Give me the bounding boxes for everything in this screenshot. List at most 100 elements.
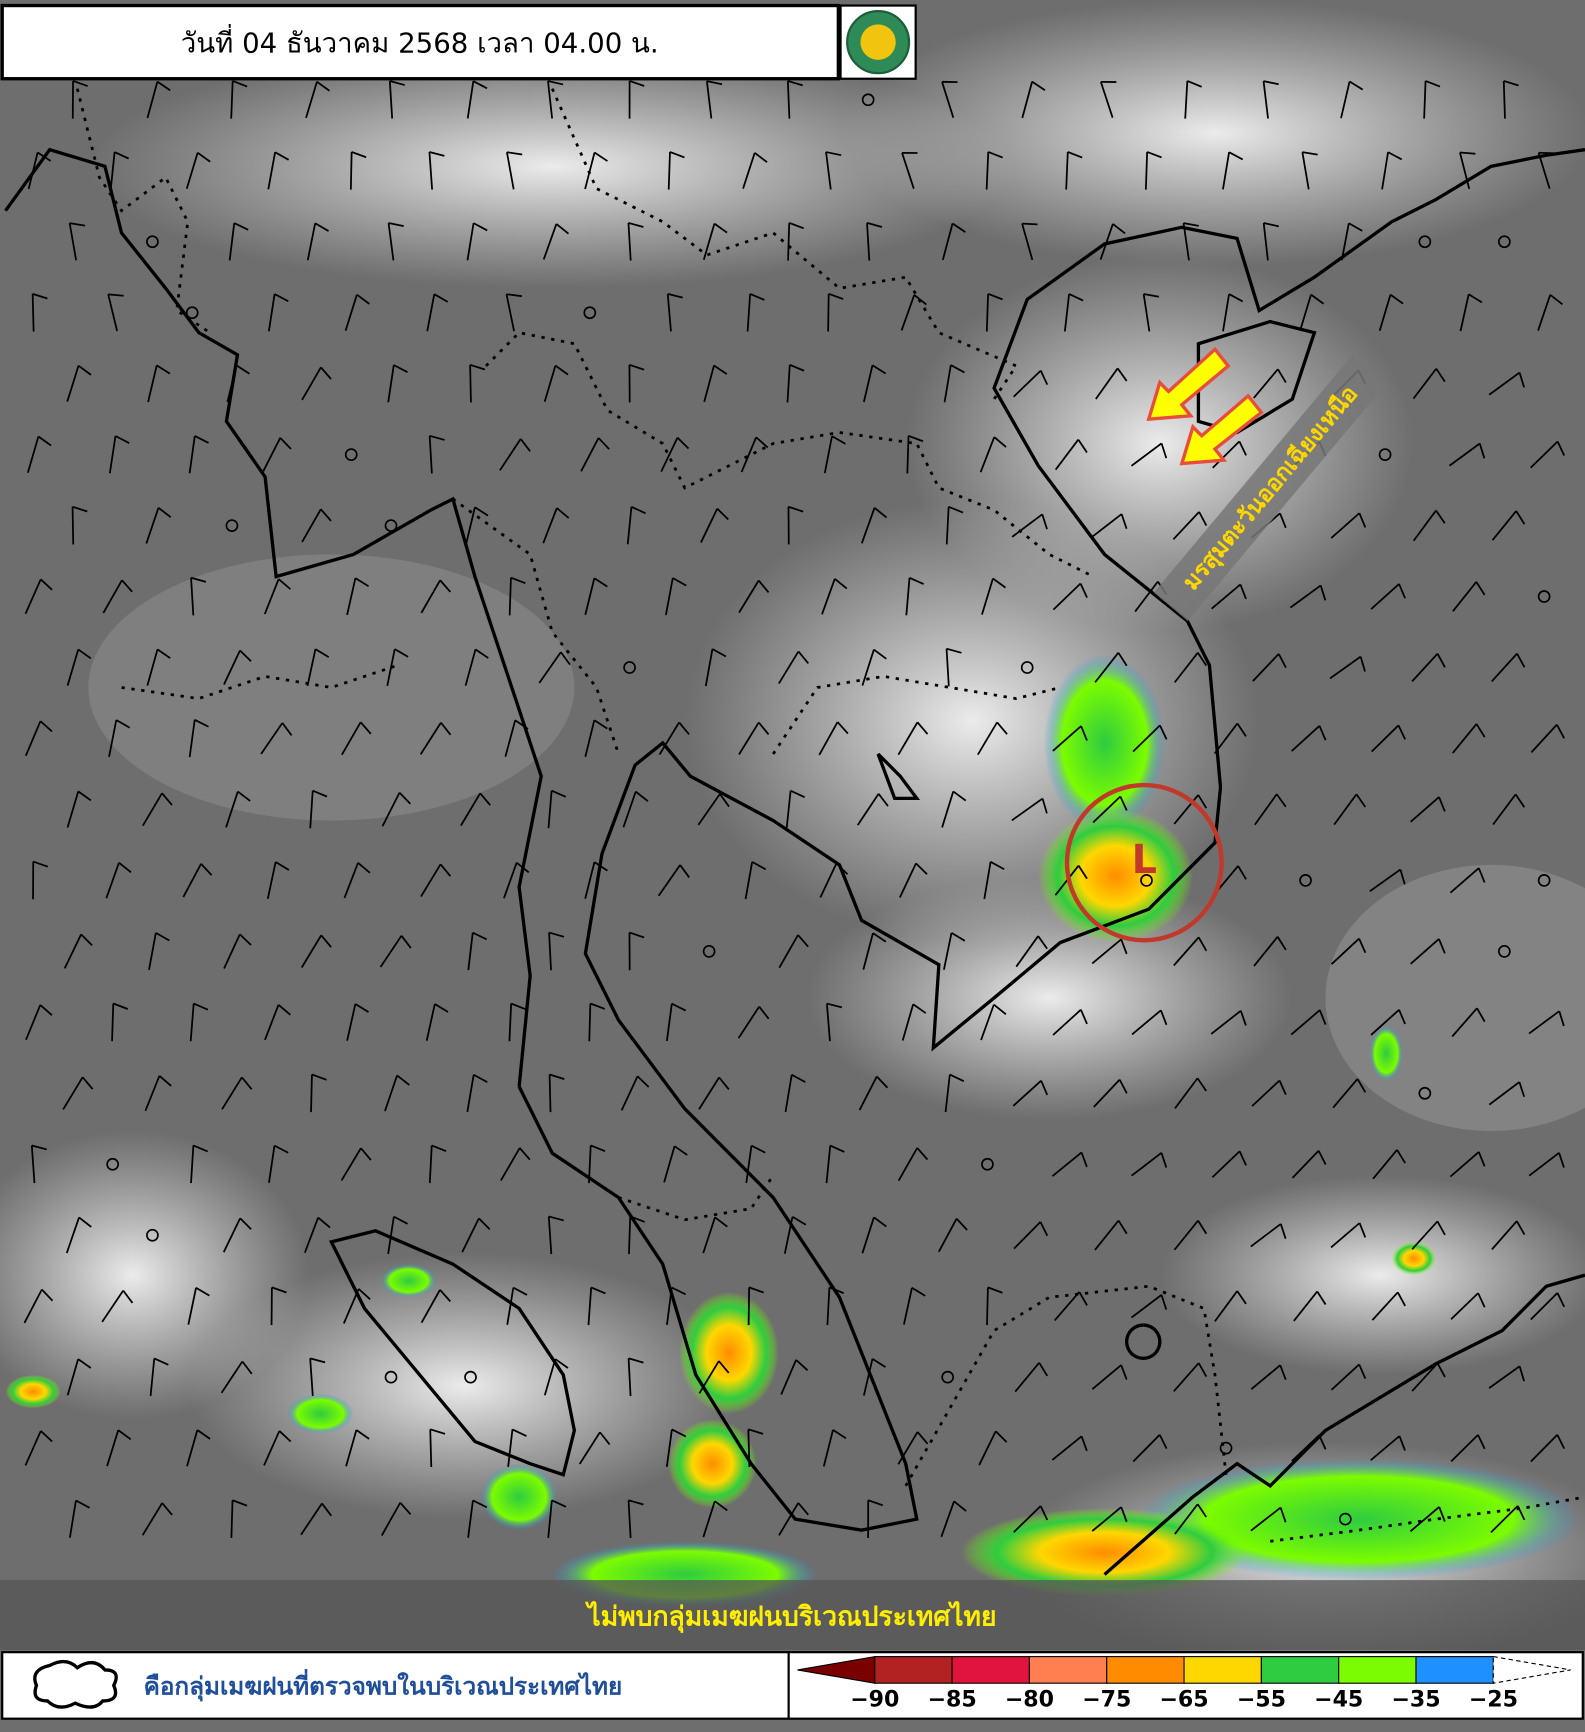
barb-flag [1039,1221,1049,1237]
barb-shaft [780,1359,797,1395]
barb-flag [551,789,567,798]
barb-shaft [941,81,955,119]
barb-flag [1263,80,1279,86]
barb-flag [1112,223,1126,235]
barb-flag [75,1499,90,1509]
barb-flag [393,364,408,373]
barb-shaft [420,579,441,614]
barb-shaft [627,1358,632,1397]
barb-flag [993,436,1007,448]
barb-flag [193,1002,209,1011]
barb-flag [115,719,131,729]
barb-shaft [507,1429,514,1467]
barb-shaft [1222,152,1230,190]
barb-shaft [306,648,317,687]
barb-flag [671,1286,687,1296]
barb-shaft [1289,584,1322,609]
barb-flag [235,364,250,375]
scale-segment [1028,1656,1108,1684]
barb-shaft [1132,724,1161,753]
barb-shaft [666,293,672,332]
barb-shaft [344,294,358,331]
barb-flag [1319,585,1327,601]
barb-flag [825,151,842,157]
barb-shaft [268,1145,276,1184]
barb-flag [429,434,445,441]
barb-flag [122,1290,134,1304]
barb-flag [754,152,768,163]
barb-flag [394,648,409,658]
barb-shaft [1099,223,1114,260]
barb-flag [672,577,687,587]
barb-flag [1398,1009,1406,1025]
barb-flag [590,1286,606,1295]
barb-flag [1436,653,1446,668]
barb-flag [996,721,1008,735]
barb-shaft [66,1358,79,1396]
barb-flag [560,651,571,666]
barb-flag [393,1215,408,1225]
barb-flag [593,861,608,872]
barb-shaft [1172,511,1200,540]
barb-flag [510,1002,526,1011]
barb-shaft [301,508,322,543]
barb-flag [832,1429,847,1440]
barb-shaft [30,1145,36,1184]
barb-shaft [304,1217,319,1254]
barb-flag [1468,293,1483,304]
barb-flag [1438,796,1446,812]
barb-flag [987,1286,1003,1294]
calm-marker [1418,235,1432,249]
barb-shaft [267,293,276,332]
barb-shaft [538,651,562,684]
barb-shaft [346,1003,357,1041]
barb-shaft [1488,1081,1520,1106]
barb-shaft [785,790,792,829]
barb-flag [1196,1503,1207,1518]
cloud-cover [0,0,1585,1664]
barb-shaft [827,293,830,332]
barb-flag [1022,222,1038,226]
barb-flag [1279,1223,1287,1239]
barb-flag [1317,1150,1327,1165]
barb-shaft [786,80,791,119]
barb-shaft [1329,655,1362,680]
barb-shaft [858,1076,878,1111]
calm-marker [1338,1512,1352,1526]
barb-flag [1183,222,1199,227]
barb-shaft [1491,652,1518,683]
barb-shaft [1063,293,1070,332]
barb-flag [551,1499,567,1508]
barb-flag [748,1286,764,1294]
barb-shaft [1371,724,1400,753]
barb-flag [194,719,209,728]
barb-flag [114,151,130,160]
barb-flag [121,579,133,593]
barb-flag [274,1144,289,1154]
barb-shaft [187,1287,197,1325]
barb-flag [1158,1434,1168,1450]
barb-flag [1359,656,1366,672]
barb-flag [78,1216,92,1228]
barb-flag [751,1144,766,1154]
barb-shaft [428,1145,433,1184]
barb-flag [667,293,683,299]
barb-shaft [548,1074,552,1113]
barb-shaft [1449,1151,1480,1178]
barb-flag [555,223,570,235]
barb-flag [871,1358,887,1368]
barb-flag [512,1428,527,1437]
barb-shaft [1459,294,1470,332]
barb-shaft [220,1360,244,1394]
barb-flag [628,1499,644,1506]
barb-flag [1080,725,1088,741]
barb-flag [554,1358,569,1369]
barb-flag [1436,1362,1446,1378]
barb-shaft [1530,1434,1558,1463]
barb-shaft [185,152,199,190]
barb-shaft [1411,1362,1439,1392]
barb-shaft [1144,151,1149,190]
barb-flag [1228,151,1244,161]
barb-shaft [1052,582,1082,611]
low-pressure-label: L [1132,837,1157,883]
